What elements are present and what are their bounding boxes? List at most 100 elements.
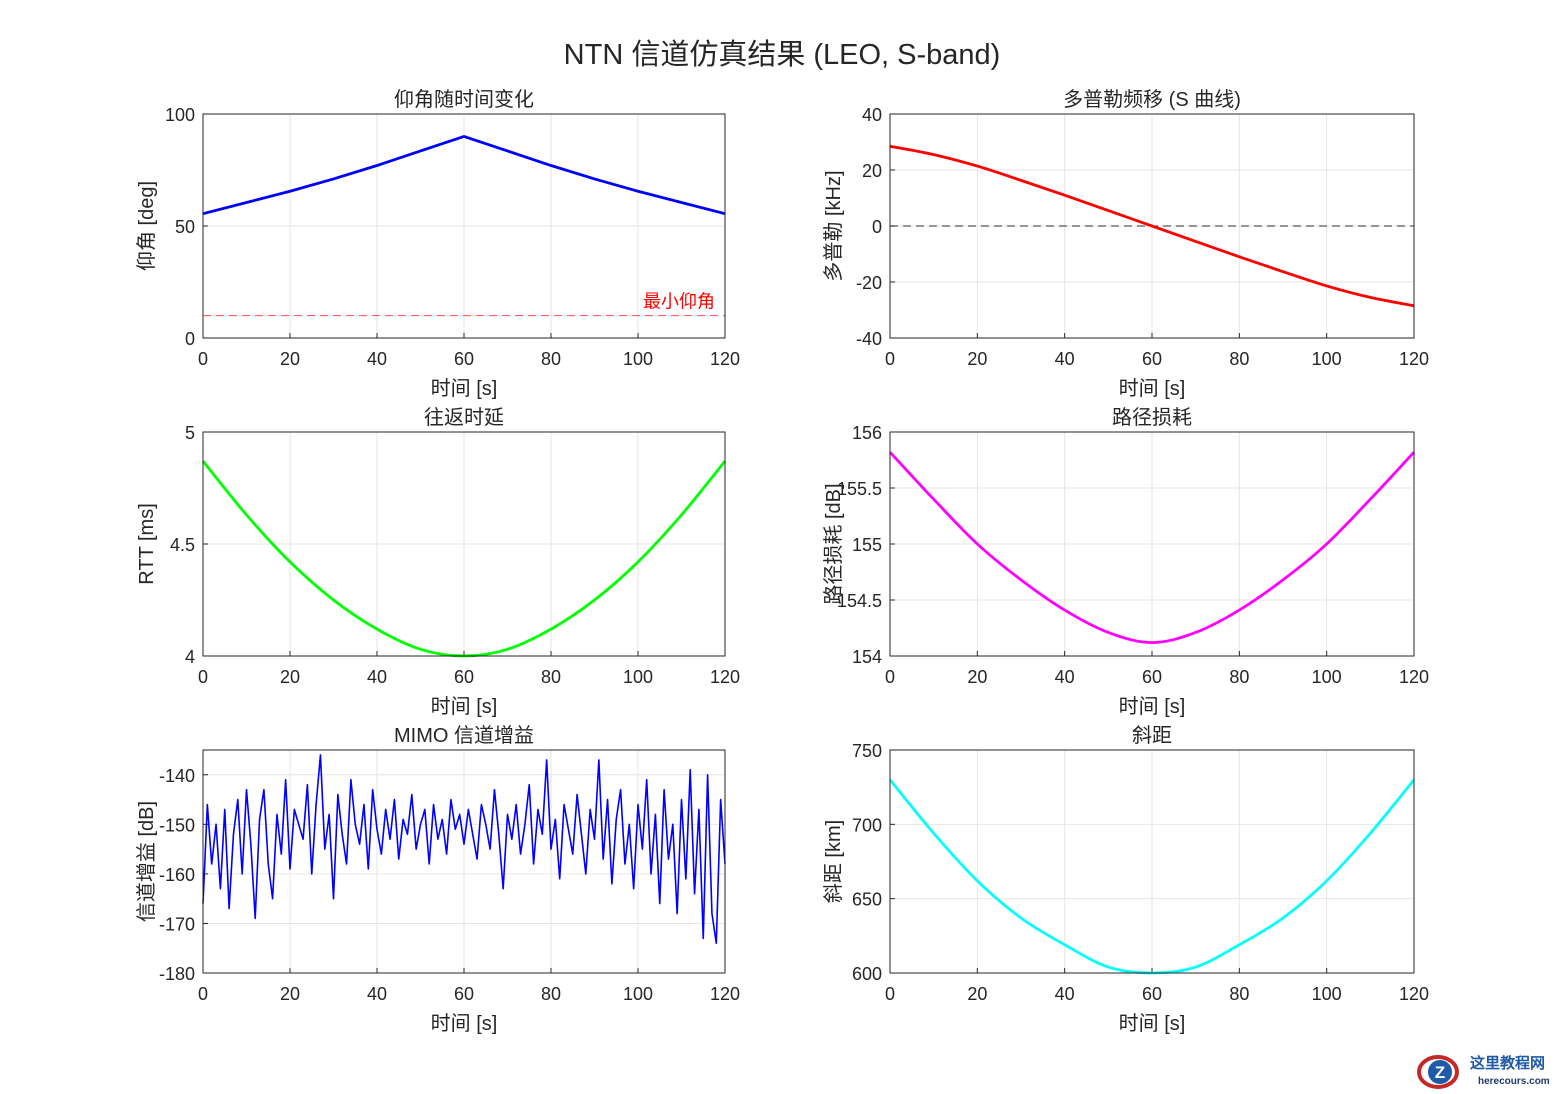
y-axis-label: 路径损耗 [dB]	[822, 483, 845, 604]
y-tick-label: 4	[185, 647, 195, 667]
x-tick-label: 100	[623, 984, 653, 1004]
y-axis-label: 斜距 [km]	[822, 820, 845, 903]
y-tick-label: -180	[159, 964, 195, 984]
subplot-title: 斜距	[1132, 724, 1172, 747]
subplot-3: 0 20 40 60 80 100 120 154 154.5 155 155.5 156 路径损耗时间…	[822, 406, 1429, 718]
x-tick-label: 20	[280, 984, 300, 1004]
y-tick-label: 750	[852, 741, 882, 761]
y-tick-label: -170	[159, 914, 195, 934]
x-tick-label: 60	[454, 349, 474, 369]
axes-box	[889, 749, 1415, 974]
x-tick-label: 100	[623, 349, 653, 369]
axes-box	[202, 431, 726, 657]
x-tick-label: 80	[1229, 349, 1249, 369]
y-tick-label: -160	[159, 865, 195, 885]
x-axis-label: 时间 [s]	[431, 1012, 498, 1035]
x-tick-label: 120	[710, 667, 740, 687]
subplot-title: 多普勒频移 (S 曲线)	[1063, 88, 1241, 111]
x-axis-label: 时间 [s]	[431, 695, 498, 718]
subplot-1: 0 20 40 60 80 100 120 -40 -20 0 20 40 多普勒频移 (S 曲线) 时间…	[822, 88, 1429, 400]
logo-letter: Z	[1435, 1063, 1445, 1082]
x-tick-label: 0	[198, 349, 208, 369]
watermark-text: 这里教程网	[1470, 1054, 1545, 1072]
y-tick-label: 650	[852, 890, 882, 910]
x-tick-label: 0	[198, 984, 208, 1004]
y-tick-label: 20	[862, 161, 882, 181]
x-tick-label: 40	[367, 667, 387, 687]
reference-line-label: 最小仰角	[643, 292, 715, 312]
x-tick-label: 20	[280, 349, 300, 369]
x-axis-label: 时间 [s]	[1119, 377, 1186, 400]
subplot-4: 0 20 40 60 80 100 120 -180 -170 -160 -150 -140 MIMO …	[135, 724, 740, 1035]
x-tick-label: 20	[967, 984, 987, 1004]
x-tick-label: 80	[541, 984, 561, 1004]
x-axis-label: 时间 [s]	[1119, 1012, 1186, 1035]
x-tick-label: 20	[280, 667, 300, 687]
x-tick-label: 120	[1399, 667, 1429, 687]
y-tick-label: -20	[856, 273, 882, 293]
subplot-title: 仰角随时间变化	[394, 88, 534, 111]
x-tick-label: 40	[367, 984, 387, 1004]
y-tick-label: 156	[852, 423, 882, 443]
y-tick-label: -150	[159, 815, 195, 835]
x-tick-label: 60	[1142, 667, 1162, 687]
series-line	[888, 451, 1416, 644]
x-axis-label: 时间 [s]	[431, 377, 498, 400]
watermark-subtext: herecours.com	[1478, 1076, 1550, 1087]
x-tick-label: 80	[1229, 667, 1249, 687]
logo-circle-icon	[1428, 1060, 1452, 1084]
logo-swoosh-icon	[1417, 1055, 1459, 1089]
y-tick-label: 154	[852, 647, 882, 667]
x-tick-label: 120	[1399, 984, 1429, 1004]
y-axis-label: 仰角 [deg]	[135, 181, 158, 271]
y-tick-label: 155	[852, 535, 882, 555]
x-tick-label: 60	[454, 984, 474, 1004]
y-tick-label: 154.5	[837, 591, 882, 611]
x-tick-label: 100	[1312, 349, 1342, 369]
x-tick-label: 40	[1055, 984, 1075, 1004]
x-tick-label: 80	[541, 667, 561, 687]
subplot-title: 路径损耗	[1112, 406, 1192, 429]
axes-box	[202, 113, 726, 339]
y-tick-label: 700	[852, 815, 882, 835]
y-tick-label: 600	[852, 964, 882, 984]
y-tick-label: 4.5	[170, 535, 195, 555]
axes-box	[202, 749, 726, 974]
y-axis-label: 多普勒 [kHz]	[822, 170, 845, 281]
series-line	[889, 144, 1415, 308]
x-tick-label: 40	[1055, 349, 1075, 369]
y-tick-label: 40	[862, 105, 882, 125]
axes-box	[889, 113, 1415, 339]
subplot-title: 往返时延	[424, 406, 504, 429]
y-tick-label: 100	[165, 105, 195, 125]
y-tick-label: 0	[872, 217, 882, 237]
x-tick-label: 80	[1229, 984, 1249, 1004]
x-tick-label: 0	[885, 984, 895, 1004]
x-tick-label: 60	[454, 667, 474, 687]
x-tick-label: 20	[967, 667, 987, 687]
axes-box	[889, 431, 1415, 657]
x-tick-label: 100	[1312, 984, 1342, 1004]
x-tick-label: 60	[1142, 349, 1162, 369]
y-tick-label: 0	[185, 329, 195, 349]
x-tick-label: 40	[1055, 667, 1075, 687]
x-tick-label: 100	[623, 667, 653, 687]
x-tick-label: 100	[1312, 667, 1342, 687]
y-axis-label: RTT [ms]	[136, 503, 158, 584]
series-line	[202, 135, 726, 216]
x-tick-label: 120	[710, 349, 740, 369]
y-tick-label: -40	[856, 329, 882, 349]
x-tick-label: 0	[198, 667, 208, 687]
x-tick-label: 20	[967, 349, 987, 369]
y-tick-label: 50	[175, 217, 195, 237]
x-tick-label: 0	[885, 349, 895, 369]
subplot-title: MIMO 信道增益	[394, 724, 534, 747]
x-axis-label: 时间 [s]	[1119, 695, 1186, 718]
y-tick-label: -140	[159, 766, 195, 786]
x-tick-label: 120	[1399, 349, 1429, 369]
